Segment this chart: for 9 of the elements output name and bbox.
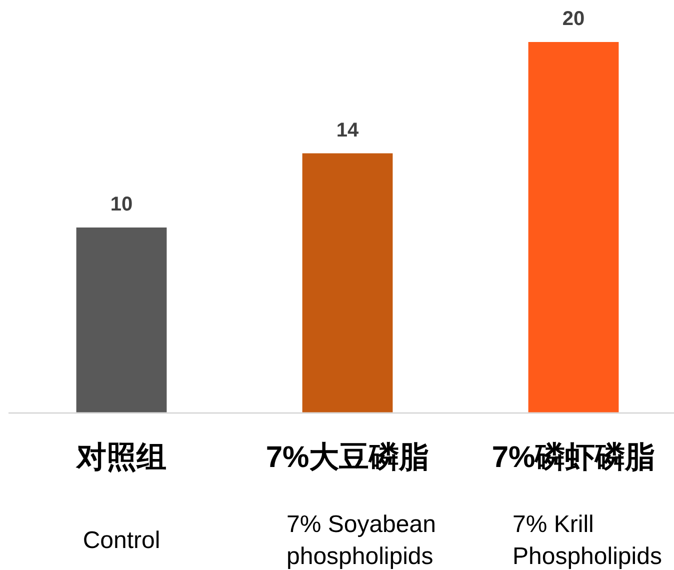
text: Control (82, 527, 160, 554)
x-tick-label: 7%大豆磷脂 (266, 441, 430, 474)
x-tick-label: 对照组 (76, 441, 166, 474)
text: 7% Soyabean phospholipids (286, 511, 436, 570)
data-label: 20 (562, 8, 585, 30)
data-label: 10 (110, 194, 133, 216)
data-label: 14 (336, 119, 360, 142)
text: 7% Krill Phospholipids (512, 511, 662, 570)
x-tick-label: 7%磷虾磷脂 (492, 441, 656, 474)
